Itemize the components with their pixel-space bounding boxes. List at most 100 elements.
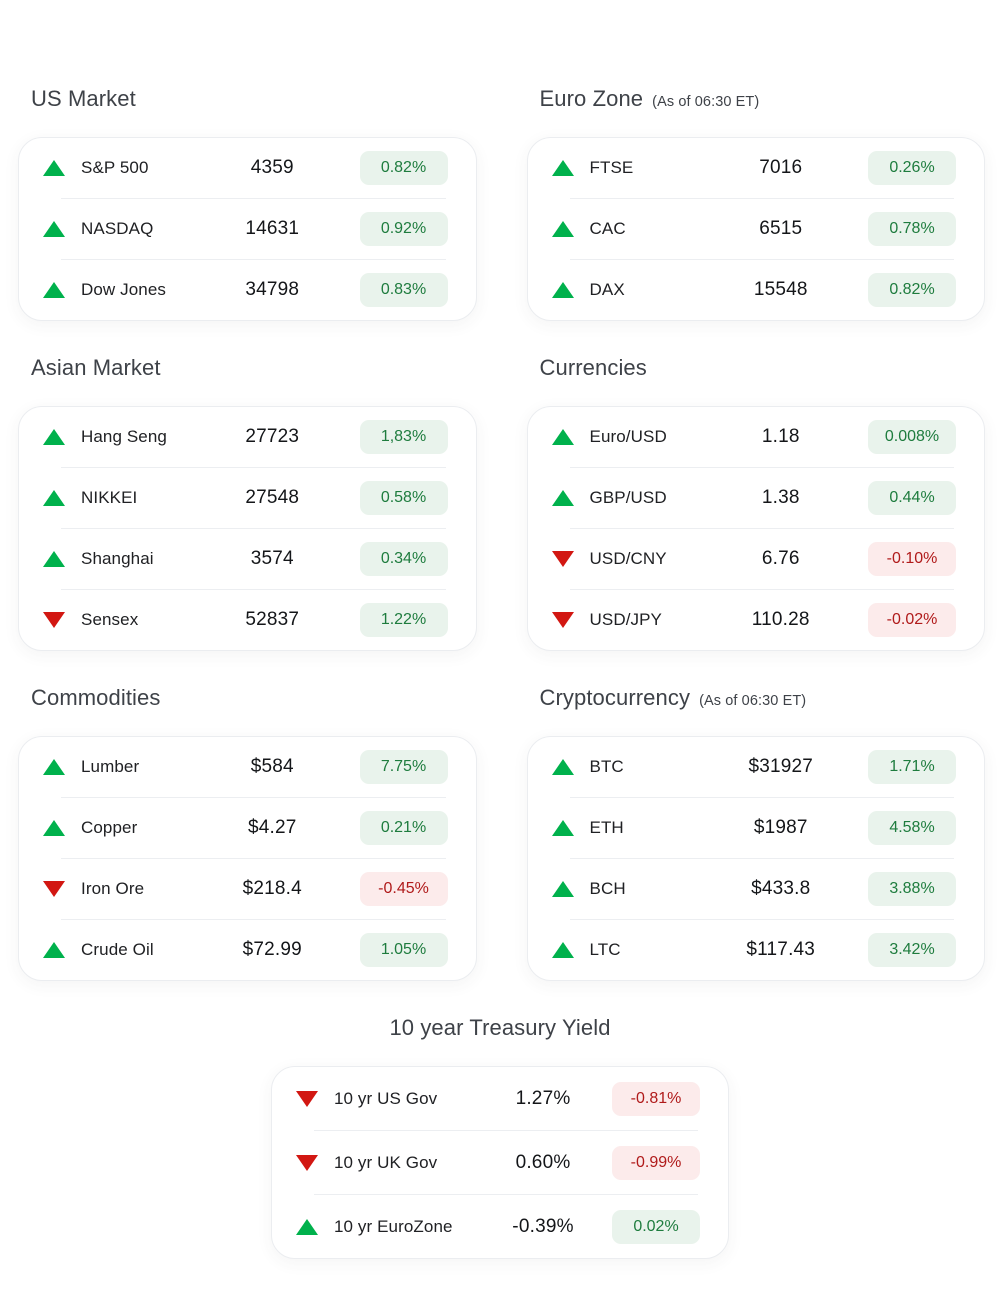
change-badge: 1.71% — [868, 750, 956, 784]
table-row: ETH $1987 4.58% — [551, 798, 956, 858]
row-divider — [61, 589, 446, 590]
up-triangle-icon — [43, 221, 65, 237]
down-triangle-icon — [43, 612, 65, 628]
us-market-card: S&P 500 4359 0.82% NASDAQ 14631 0.92% Do… — [18, 137, 477, 321]
instrument-value: $72.99 — [242, 939, 302, 960]
direction-icon-wrap — [551, 160, 590, 176]
table-row: USD/CNY 6.76 -0.10% — [551, 529, 956, 589]
row-divider — [61, 797, 446, 798]
up-triangle-icon — [43, 282, 65, 298]
instrument-label: 10 yr EuroZone — [334, 1216, 453, 1236]
section-title-text: 10 year Treasury Yield — [389, 1015, 611, 1040]
section-asian-market: Asian Market Hang Seng 27723 1,83% NIKKE… — [18, 355, 477, 651]
change-badge: 1.05% — [359, 933, 448, 967]
change-badge: 1.22% — [359, 603, 448, 637]
table-row: 10 yr UK Gov 0.60% -0.99% — [296, 1131, 700, 1194]
section-title-text: Asian Market — [31, 355, 161, 380]
instrument-label: Shanghai — [81, 549, 154, 568]
direction-icon-wrap — [43, 759, 81, 775]
instrument-value: 0.60% — [515, 1151, 571, 1173]
change-badge: 0.26% — [868, 151, 956, 185]
change-badge: 0.78% — [868, 212, 956, 246]
up-triangle-icon — [551, 282, 574, 298]
down-triangle-icon — [551, 612, 574, 628]
instrument-label: Dow Jones — [81, 280, 166, 299]
up-triangle-icon — [43, 942, 65, 958]
instrument-value: 15548 — [753, 279, 808, 300]
row-divider — [569, 198, 954, 199]
direction-icon-wrap — [43, 429, 81, 445]
row-divider — [61, 198, 446, 199]
instrument-label: BTC — [589, 757, 624, 776]
table-row: NASDAQ 14631 0.92% — [43, 199, 448, 259]
row-divider — [314, 1130, 698, 1131]
change-badge: 0.44% — [868, 481, 956, 515]
down-triangle-icon — [43, 881, 65, 897]
table-row: Crude Oil $72.99 1.05% — [43, 920, 448, 980]
instrument-value: 34798 — [245, 279, 300, 300]
section-treasury-yield: 10 year Treasury Yield 10 yr US Gov 1.27… — [0, 1015, 1000, 1259]
up-triangle-icon — [551, 221, 574, 237]
section-cryptocurrency: Cryptocurrency (As of 06:30 ET) BTC $319… — [526, 685, 985, 981]
instrument-label: Crude Oil — [81, 940, 154, 959]
table-row: Shanghai 3574 0.34% — [43, 529, 448, 589]
table-row: S&P 500 4359 0.82% — [43, 138, 448, 198]
change-badge: -0.10% — [868, 542, 956, 576]
instrument-value: 1.27% — [515, 1087, 571, 1109]
instrument-label: NASDAQ — [81, 219, 154, 238]
instrument-label: GBP/USD — [589, 488, 667, 507]
up-triangle-icon — [43, 820, 65, 836]
section-title-treasury-yield: 10 year Treasury Yield — [389, 1015, 610, 1041]
table-row: Copper $4.27 0.21% — [43, 798, 448, 858]
up-triangle-icon — [43, 160, 65, 176]
direction-icon-wrap — [43, 160, 81, 176]
instrument-value: $584 — [250, 756, 294, 777]
instrument-label: 10 yr UK Gov — [334, 1152, 438, 1172]
up-triangle-icon — [551, 820, 574, 836]
row-divider — [569, 467, 954, 468]
row-divider — [61, 259, 446, 260]
instrument-value: 6.76 — [761, 548, 800, 569]
instrument-label: Copper — [81, 818, 138, 837]
change-badge: 0.82% — [868, 273, 956, 307]
direction-icon-wrap — [551, 759, 590, 775]
change-badge: 0.58% — [359, 481, 448, 515]
change-badge: 1,83% — [359, 420, 448, 454]
up-triangle-icon — [551, 881, 574, 897]
change-badge: 7.75% — [359, 750, 448, 784]
up-triangle-icon — [551, 942, 574, 958]
section-euro-zone: Euro Zone (As of 06:30 ET) FTSE 7016 0.2… — [526, 86, 985, 321]
direction-icon-wrap — [551, 881, 590, 897]
up-triangle-icon — [43, 551, 65, 567]
section-title-commodities: Commodities — [31, 685, 477, 711]
direction-icon-wrap — [551, 551, 590, 567]
dashboard-grid: US Market S&P 500 4359 0.82% NASDAQ 1463… — [0, 86, 1000, 1015]
table-row: Lumber $584 7.75% — [43, 737, 448, 797]
instrument-label: FTSE — [589, 158, 634, 177]
market-dashboard: US Market S&P 500 4359 0.82% NASDAQ 1463… — [0, 86, 1000, 1259]
instrument-value: 3574 — [250, 548, 294, 569]
instrument-label: S&P 500 — [81, 158, 149, 177]
instrument-label: CAC — [589, 219, 626, 238]
section-commodities: Commodities Lumber $584 7.75% Copper $4.… — [18, 685, 477, 981]
change-badge: 3.42% — [868, 933, 956, 967]
change-badge: 0.008% — [868, 420, 956, 454]
down-triangle-icon — [551, 551, 574, 567]
direction-icon-wrap — [43, 942, 81, 958]
up-triangle-icon — [43, 490, 65, 506]
instrument-value: 52837 — [245, 609, 300, 630]
table-row: 10 yr EuroZone -0.39% 0.02% — [296, 1195, 700, 1258]
change-badge: 4.58% — [868, 811, 956, 845]
row-divider — [61, 919, 446, 920]
up-triangle-icon — [43, 429, 65, 445]
instrument-label: Lumber — [81, 757, 140, 776]
table-row: Euro/USD 1.18 0.008% — [551, 407, 956, 467]
direction-icon-wrap — [43, 551, 81, 567]
table-row: NIKKEI 27548 0.58% — [43, 468, 448, 528]
instrument-label: NIKKEI — [81, 488, 138, 507]
direction-icon-wrap — [296, 1154, 334, 1171]
table-row: 10 yr US Gov 1.27% -0.81% — [296, 1067, 700, 1130]
up-triangle-icon — [43, 759, 65, 775]
change-badge: -0.45% — [359, 872, 448, 906]
direction-icon-wrap — [43, 881, 81, 897]
